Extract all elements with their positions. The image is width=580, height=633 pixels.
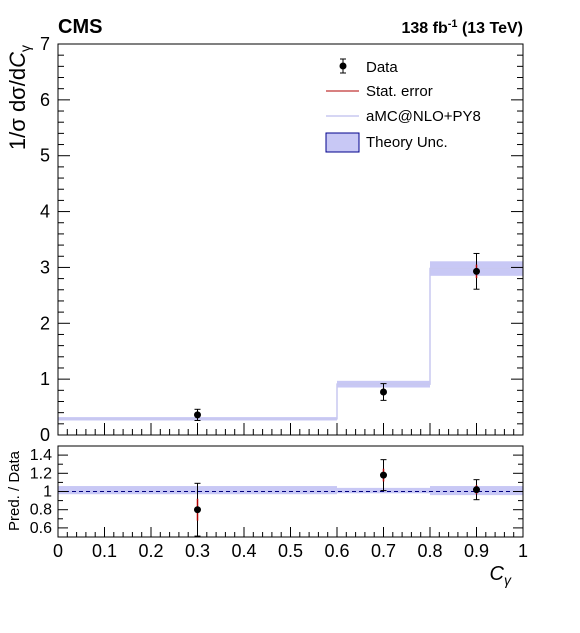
main-y-tick-label-3: 3 bbox=[40, 257, 50, 277]
ratio-y-tick-label-4: 1.4 bbox=[30, 447, 52, 464]
x-tick-label-2: 0.2 bbox=[138, 541, 163, 561]
legend-mc: aMC@NLO+PY8 bbox=[326, 108, 481, 125]
main-data-points bbox=[194, 252, 480, 421]
main-y-tick-label-6: 6 bbox=[40, 90, 50, 110]
legend-theory: Theory Unc. bbox=[325, 132, 448, 153]
main-y-tick-label-4: 4 bbox=[40, 202, 50, 222]
ratio-y-tick-label-3: 1.2 bbox=[30, 465, 52, 482]
main-theory-band bbox=[58, 261, 523, 421]
x-tick-label-7: 0.7 bbox=[371, 541, 396, 561]
legend-theory-swatch bbox=[325, 132, 360, 153]
x-axis-label: Cγ bbox=[490, 563, 512, 588]
legend-data-marker bbox=[339, 62, 347, 70]
main-prediction-line bbox=[58, 267, 523, 420]
ratio-theory-band bbox=[58, 486, 523, 496]
ratio-data-point-marker-1 bbox=[380, 471, 387, 479]
x-tick-label-3: 0.3 bbox=[185, 541, 210, 561]
x-tick-label-5: 0.5 bbox=[278, 541, 303, 561]
ratio-y-tick-label-2: 1 bbox=[43, 484, 52, 501]
x-tick-label-6: 0.6 bbox=[324, 541, 349, 561]
experiment-label: CMS bbox=[58, 16, 102, 38]
legend-mc-label: aMC@NLO+PY8 bbox=[366, 108, 481, 125]
main-y-axis-label: 1/σ dσ/dCγ bbox=[5, 45, 33, 150]
x-tick-label-10: 1 bbox=[518, 541, 528, 561]
legend: Data Stat. error aMC@NLO+PY8 Theory Unc. bbox=[325, 58, 481, 153]
main-frame bbox=[57, 43, 524, 436]
main-panel: 0 1 2 3 4 5 6 7 1/σ dσ/dCγ bbox=[5, 34, 524, 445]
ratio-axes: 0.60.811.21.40 0.1 0.2 0.3 0.4 0.5 0.6 0.7 0.8 0.… bbox=[30, 445, 528, 561]
ratio-panel: 0.60.811.21.40 0.1 0.2 0.3 0.4 0.5 0.6 0.7 0.8 0.… bbox=[6, 445, 528, 588]
main-prediction-histogram bbox=[58, 267, 523, 420]
ratio-frame bbox=[57, 445, 524, 538]
ratio-y-axis-label: Pred. / Data bbox=[6, 450, 23, 531]
main-data-point-marker-0 bbox=[194, 411, 201, 419]
legend-data-label: Data bbox=[366, 59, 398, 76]
main-axes: 0 1 2 3 4 5 6 7 bbox=[40, 34, 524, 445]
main-y-tick-label-1: 1 bbox=[40, 369, 50, 389]
legend-stat-label: Stat. error bbox=[366, 83, 433, 100]
x-tick-label-9: 0.9 bbox=[464, 541, 489, 561]
main-y-tick-label-5: 5 bbox=[40, 146, 50, 166]
main-y-tick-label-2: 2 bbox=[40, 313, 50, 333]
legend-data: Data bbox=[339, 58, 398, 76]
ratio-y-tick-label-1: 0.8 bbox=[30, 502, 52, 519]
x-tick-label-0: 0 bbox=[53, 541, 63, 561]
main-y-tick-label-7: 7 bbox=[40, 34, 50, 54]
x-tick-label-8: 0.8 bbox=[417, 541, 442, 561]
luminosity-label: 138 fb-1 (13 TeV) bbox=[401, 18, 523, 37]
legend-stat: Stat. error bbox=[326, 83, 433, 100]
ratio-data-point-marker-0 bbox=[194, 506, 201, 514]
main-data-point-marker-1 bbox=[380, 388, 387, 396]
ratio-data-point-marker-2 bbox=[473, 486, 480, 494]
ratio-data-points bbox=[194, 459, 480, 537]
main-data-point-marker-2 bbox=[473, 267, 480, 275]
main-y-tick-label-0: 0 bbox=[40, 425, 50, 445]
x-tick-label-1: 0.1 bbox=[92, 541, 117, 561]
x-tick-label-4: 0.4 bbox=[231, 541, 256, 561]
legend-theory-label: Theory Unc. bbox=[366, 134, 448, 151]
ratio-y-tick-label-0: 0.6 bbox=[30, 520, 52, 537]
